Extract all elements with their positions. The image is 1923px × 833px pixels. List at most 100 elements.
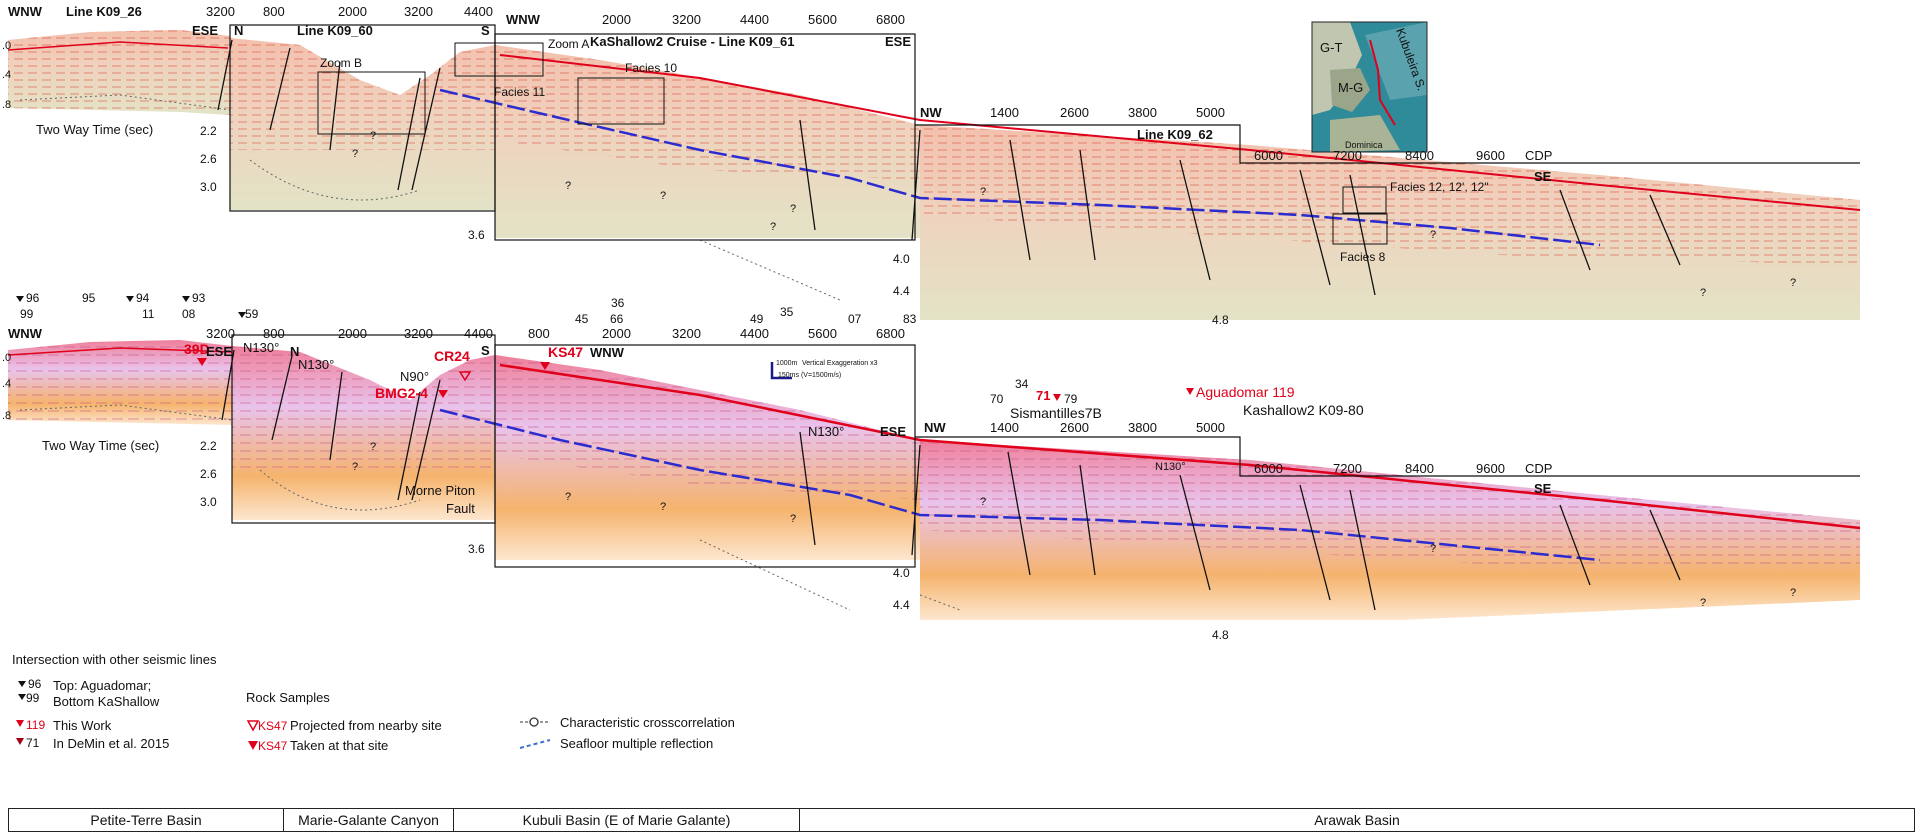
facies-10-box: [577, 77, 665, 125]
intersection-94: 94: [136, 291, 150, 305]
top-facies-11-label: Facies 11: [494, 85, 545, 99]
top-k09-62-tick-2: 2600: [1060, 105, 1089, 120]
intersection-71: 71: [1036, 388, 1050, 403]
svg-text:?: ?: [1430, 543, 1436, 555]
top-k09-62-tick-4: 5000: [1196, 105, 1225, 120]
bottom-k09-61-n130: N130°: [808, 424, 844, 439]
legend-this-work: This Work: [53, 718, 112, 733]
top-facies-8-label: Facies 8: [1340, 250, 1386, 264]
scale-exaggeration: Vertical Exaggeration x3: [802, 360, 878, 367]
top-k09-26-title: Line K09_26: [66, 4, 142, 19]
facies-8-box: [1332, 213, 1388, 245]
svg-text:?: ?: [352, 461, 358, 473]
top-k09-62-tick-3: 3800: [1128, 105, 1157, 120]
svg-text:?: ?: [660, 190, 666, 202]
top-red-reflector-2: [7, 41, 229, 51]
intersection-93: 93: [192, 291, 206, 305]
bottom-blue-reflector: [439, 408, 1601, 562]
legend-bottom-text: Bottom KaShallow: [53, 694, 160, 709]
zoom-b-box: [317, 71, 426, 135]
bottom-red-reflector: [499, 363, 1861, 530]
bottom-k09-62-tick-1: 1400: [990, 420, 1019, 435]
top-k09-60-right-dir: S: [481, 23, 490, 38]
intersection-08: 08: [182, 307, 196, 321]
svg-text:?: ?: [370, 130, 376, 142]
bottom-n90: N90°: [400, 369, 429, 384]
bottom-red-reflector-2: [7, 347, 233, 356]
top-k09-61-tick-2: 3200: [672, 12, 701, 27]
bottom-k09-62-tick-6: 7200: [1333, 461, 1362, 476]
legend-title: Intersection with other seismic lines: [12, 652, 217, 667]
legend-taken: Taken at that site: [290, 738, 388, 753]
intersection-95: 95: [82, 291, 96, 305]
top-k09-61-tick-4: 5600: [808, 12, 837, 27]
rock-samples: 39D CR24 BMG2-4 KS47 Aguadomar 119: [184, 341, 1295, 401]
bottom-k09-60-tick-1: 800: [263, 326, 285, 341]
legend-taken-id: KS47: [258, 739, 288, 753]
top-frames: [229, 24, 1860, 241]
legend-multiple: Seafloor multiple reflection: [560, 736, 713, 751]
bottom-k09-61-left-dir: WNW: [590, 345, 625, 360]
intersection-45: 45: [575, 312, 589, 326]
map-label-gt: G-T: [1320, 40, 1342, 55]
svg-text:?: ?: [770, 221, 776, 233]
sismantilles-label: Sismantilles7B: [1010, 405, 1102, 421]
bottom-k09-26-tick: 3200: [206, 326, 235, 341]
top-blue-reflector: [439, 88, 1601, 247]
basin-arawak: Arawak Basin: [799, 808, 1915, 832]
top-k09-61-tick-1: 2000: [602, 12, 631, 27]
bottom-k09-62-right-dir: SE: [1534, 481, 1552, 496]
map-label-dominica: Dominica: [1345, 140, 1383, 150]
bottom-k09-26-hatch: [8, 340, 232, 425]
top-k09-62-hatch: [920, 125, 1860, 265]
bottom-k09-60-hatch: [232, 346, 495, 470]
bottom-faults: [221, 349, 1681, 611]
top-k09-61-tick-3: 4400: [740, 12, 769, 27]
svg-text:?: ?: [1700, 287, 1706, 299]
top-k09-62-tick-1: 1400: [990, 105, 1019, 120]
top-facies-10-label: Facies 10: [625, 61, 677, 75]
top-k09-26-hatch: [8, 30, 230, 115]
bottom-k09-26-left-dir: WNW: [8, 326, 43, 341]
top-depth-10: 4.8: [1212, 313, 1229, 327]
vertical-scale-bar: 1000m Vertical Exaggeration x3 150ms (V=…: [770, 360, 878, 380]
intersection-markers: 96 95 94 93 99 11 08 59 36 45 66 49 35 0…: [16, 291, 1078, 406]
intersection-70: 70: [990, 392, 1004, 406]
bottom-k09-61-tick-3: 3200: [672, 326, 701, 341]
legend-top-text: Top: Aguadomar;: [53, 678, 151, 693]
top-depth-9: 4.4: [893, 284, 910, 298]
bottom-depth-1: .0: [2, 352, 11, 364]
svg-text:?: ?: [1790, 277, 1796, 289]
bottom-k09-62-tick-8: 9600: [1476, 461, 1505, 476]
intersection-11: 11: [142, 307, 155, 321]
bottom-depth-7: 3.6: [468, 542, 485, 556]
bottom-k09-62-tick-4: 5000: [1196, 420, 1225, 435]
zoom-a-box: [454, 42, 544, 77]
intersection-36: 36: [611, 296, 625, 310]
top-depth-2: .4: [2, 69, 11, 81]
intersection-79: 79: [1064, 392, 1078, 406]
top-k09-62-tick-6: 7200: [1333, 148, 1362, 163]
legend-demin: In DeMin et al. 2015: [53, 736, 169, 751]
top-multiple-reflection: [19, 94, 841, 301]
intersection-96: 96: [26, 291, 40, 305]
svg-text:?: ?: [565, 491, 571, 503]
bottom-k09-62-tick-3: 3800: [1128, 420, 1157, 435]
bottom-k09-61-tick-2: 2000: [602, 326, 631, 341]
top-facies-12-label: Facies 12, 12', 12": [1390, 180, 1489, 194]
top-k09-61-title: KaShallow2 Cruise - Line K09_61: [590, 34, 794, 49]
location-map: G-T M-G Kubuleira S. Dominica: [1311, 21, 1429, 153]
bottom-k09-61-right-dir: ESE: [880, 424, 906, 439]
scale-1000m: 1000m: [776, 360, 798, 367]
bottom-k09-60-left-dir: N: [290, 344, 299, 359]
top-k09-60-tick-3: 3200: [404, 4, 433, 19]
top-k09-60-tick-4: 4400: [464, 4, 493, 19]
bottom-depth-4: 2.2: [200, 439, 217, 453]
bottom-question-marks: ??? ??? ???: [352, 441, 1796, 609]
top-k09-60-title: Line K09_60: [297, 23, 373, 38]
top-k09-62-tick-7: 8400: [1405, 148, 1434, 163]
bottom-depth-8: 4.0: [893, 566, 910, 580]
top-red-reflector: [499, 54, 1861, 211]
bottom-k09-62-left-dir: NW: [924, 420, 946, 435]
